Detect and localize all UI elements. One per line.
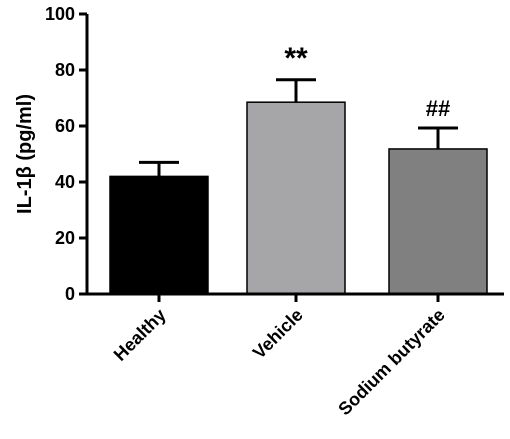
y-tick-label: 40 — [55, 172, 75, 192]
error-bar — [139, 160, 179, 177]
bar — [109, 175, 209, 295]
y-tick-label: 100 — [45, 4, 75, 24]
error-bar — [276, 78, 316, 103]
y-tick-label: 0 — [65, 284, 75, 304]
x-axis: Healthy Vehicle Sodium butyrate — [85, 292, 504, 420]
x-tick-label: Sodium butyrate — [334, 305, 449, 420]
x-tick-label: Vehicle — [249, 305, 307, 363]
significance-annotation: ** — [284, 42, 308, 75]
significance-annotations: ** ## — [284, 42, 450, 121]
y-axis: 0 20 40 60 80 100 — [45, 4, 89, 304]
bar — [388, 148, 488, 295]
y-tick-label: 80 — [55, 60, 75, 80]
x-tick-label: Healthy — [110, 305, 170, 365]
bars — [109, 101, 488, 295]
significance-annotation: ## — [426, 96, 450, 121]
y-axis-label: IL-1β (pg/ml) — [14, 94, 36, 214]
y-tick-label: 20 — [55, 228, 75, 248]
bar — [246, 101, 346, 295]
error-bar — [418, 126, 458, 149]
y-tick-label: 60 — [55, 116, 75, 136]
error-bars — [139, 78, 458, 177]
